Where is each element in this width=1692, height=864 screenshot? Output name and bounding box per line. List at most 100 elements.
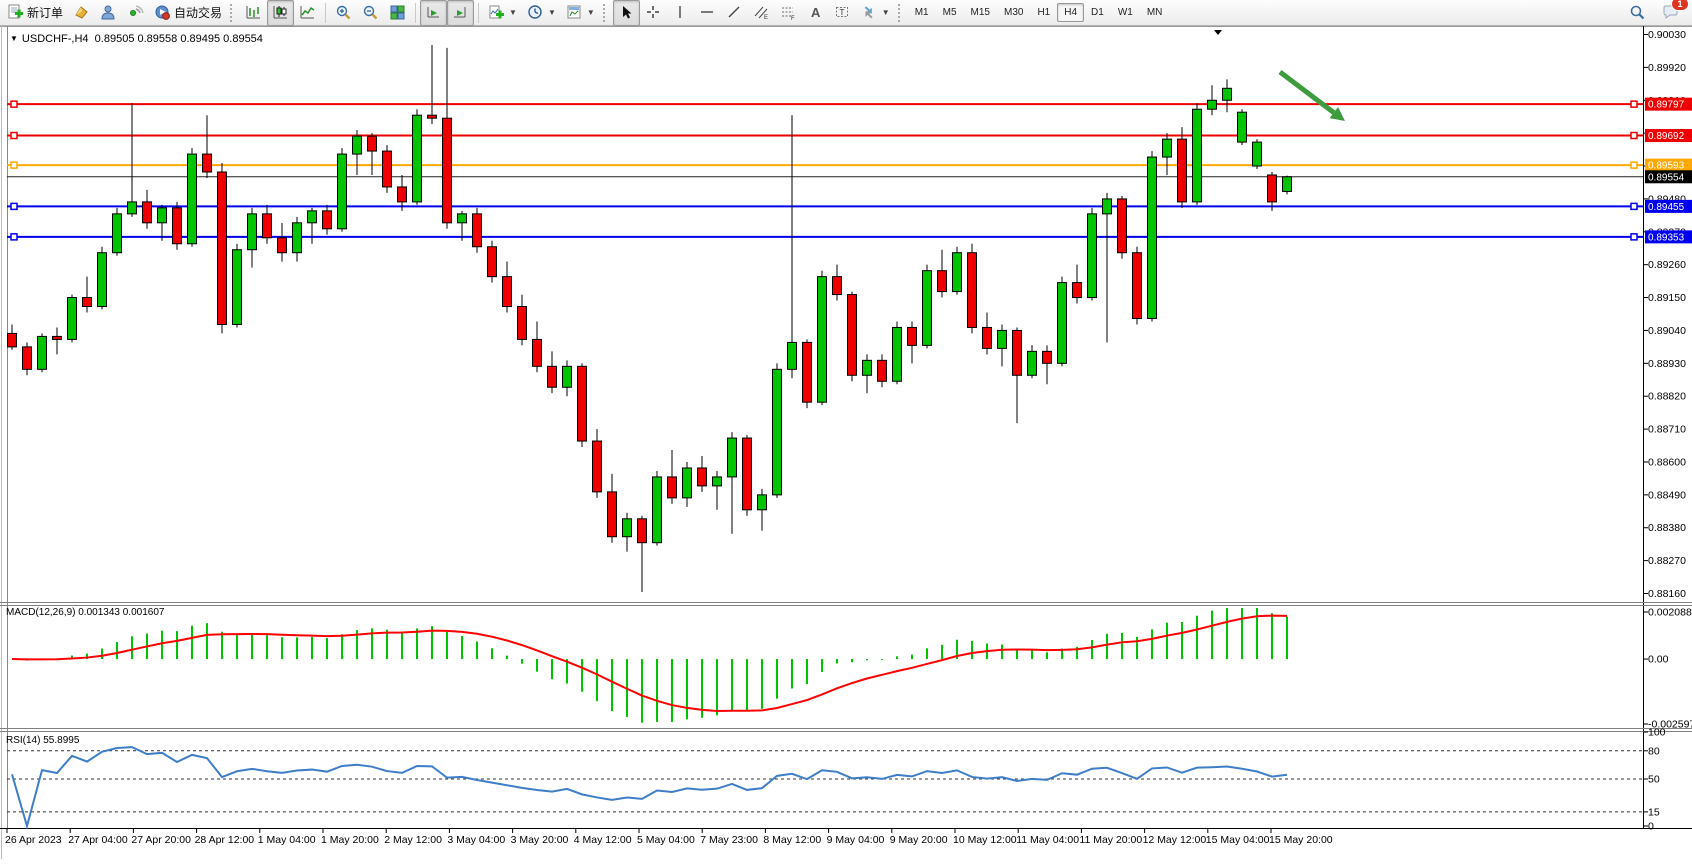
timeframe-h1[interactable]: H1 [1030,3,1057,22]
level-price-text: 0.89353 [1648,232,1685,243]
profile-button[interactable] [95,0,122,26]
line-handle[interactable] [1630,202,1638,211]
shapes-tool-button[interactable]: ▼ [856,0,895,26]
zoom-in-button[interactable] [330,0,357,26]
line-handle[interactable] [1630,100,1638,108]
symbol-period-label: USDCHF-,H4 [21,33,89,45]
down-trend-arrow-icon[interactable] [1278,70,1336,115]
signals-button[interactable] [122,0,149,26]
time-tick-label: 12 May 12:00 [1143,834,1207,846]
bars-view-button[interactable] [240,0,267,26]
candle-body [877,359,887,382]
line-handle[interactable] [10,100,18,108]
line-handle[interactable] [1630,131,1638,140]
zoom-out-button[interactable] [357,0,384,26]
candle-body [607,491,617,538]
candle-body [217,171,227,325]
shift-marker-icon [1214,30,1222,35]
templates-button[interactable]: ▼ [561,0,600,26]
notification-badge: 1 [1671,0,1689,11]
candle-body [697,467,707,487]
line-view-button[interactable] [294,0,321,26]
timeframe-m5[interactable]: M5 [936,3,964,22]
equidistant-channel-tool-button[interactable]: E [748,0,775,26]
timeframe-m30[interactable]: M30 [997,3,1030,22]
chevron-down-icon[interactable]: ▼ [509,8,517,17]
candle-body [7,332,17,348]
auto-scroll-button[interactable] [420,0,448,26]
candle-body [997,329,1007,349]
text-tool-button[interactable]: A [802,0,829,26]
line-handle[interactable] [10,233,18,241]
chart-menu-icon[interactable]: ▼ [10,34,18,43]
level-price-text: 0.89797 [1648,100,1685,111]
candle-body [652,476,662,544]
new-order-button[interactable]: 新订单 [2,0,68,26]
tile-windows-button[interactable] [384,0,411,26]
candle-body [1177,138,1187,203]
candle-body [1252,141,1262,167]
label-tool-button[interactable]: T [829,0,856,26]
candle-body [772,368,782,496]
line-handle[interactable] [1630,233,1638,241]
fibonacci-tool-button[interactable]: F [775,0,802,26]
bid-price-label [1645,170,1692,184]
timeframe-m5-label: M5 [942,7,957,18]
cursor-tool-button[interactable] [612,0,640,26]
timeframe-d1[interactable]: D1 [1084,3,1111,22]
candle-body [1147,156,1157,319]
indicators-button[interactable]: ▼ [483,0,522,26]
line-handle[interactable] [10,131,18,140]
time-tick-label: 27 Apr 20:00 [131,834,191,846]
timeframe-h4[interactable]: H4 [1057,3,1085,22]
candle-body [1042,350,1052,364]
periods-button[interactable]: ▼ [522,0,561,26]
horizontal-line-tool-button[interactable] [694,0,721,26]
timeframe-m15[interactable]: M15 [964,3,997,22]
candle-body [592,440,602,493]
candle-body [577,365,587,442]
crosshair-tool-button[interactable] [640,0,667,26]
line-handle[interactable] [1630,161,1638,169]
chart-shift-icon [452,4,469,21]
level-price-label [1645,230,1692,244]
candle-body [487,246,497,278]
candle-body [1132,252,1142,319]
time-tick-label: 9 May 04:00 [827,834,885,846]
toolbar-separator [478,2,480,23]
toolbar-separator [415,2,417,23]
candle-body [757,494,767,511]
arrow-head-icon[interactable] [1329,106,1345,121]
fibonacci-icon: F [780,4,797,21]
bid-price-text: 0.89554 [1648,172,1685,183]
gold-hat-icon [73,4,90,21]
candle-body [637,518,647,544]
label-icon: T [834,4,851,21]
indicators-icon [488,4,505,21]
trendline-tool-button[interactable] [721,0,748,26]
price-tick-label: 0.88160 [1648,588,1686,600]
chevron-down-icon[interactable]: ▼ [881,8,890,17]
price-tick-label: 0.89920 [1648,62,1686,74]
timeframe-m1[interactable]: M1 [908,3,936,22]
vertical-line-tool-button[interactable] [667,0,694,26]
candle-body [1267,174,1277,203]
macd-tick-label: 0.002088 [1648,607,1692,619]
candle-body [292,222,302,254]
search-button[interactable] [1624,0,1651,26]
line-handle[interactable] [10,202,18,211]
chevron-down-icon[interactable]: ▼ [586,8,595,17]
launcher-button[interactable] [68,0,95,26]
line-handle[interactable] [10,161,18,169]
timeframe-mn[interactable]: MN [1140,3,1170,22]
chevron-down-icon[interactable]: ▼ [547,8,556,17]
rsi-line [11,746,1288,830]
time-tick-label: 3 May 04:00 [447,834,505,846]
autotrading-button[interactable]: 自动交易 [149,0,227,26]
chart-shift-button[interactable] [447,0,475,26]
timeframe-w1[interactable]: W1 [1111,3,1140,22]
candles-view-button[interactable] [267,0,295,26]
search-icon [1629,4,1646,21]
chat-button[interactable]: 1 [1657,0,1689,26]
candle-body [277,237,287,254]
